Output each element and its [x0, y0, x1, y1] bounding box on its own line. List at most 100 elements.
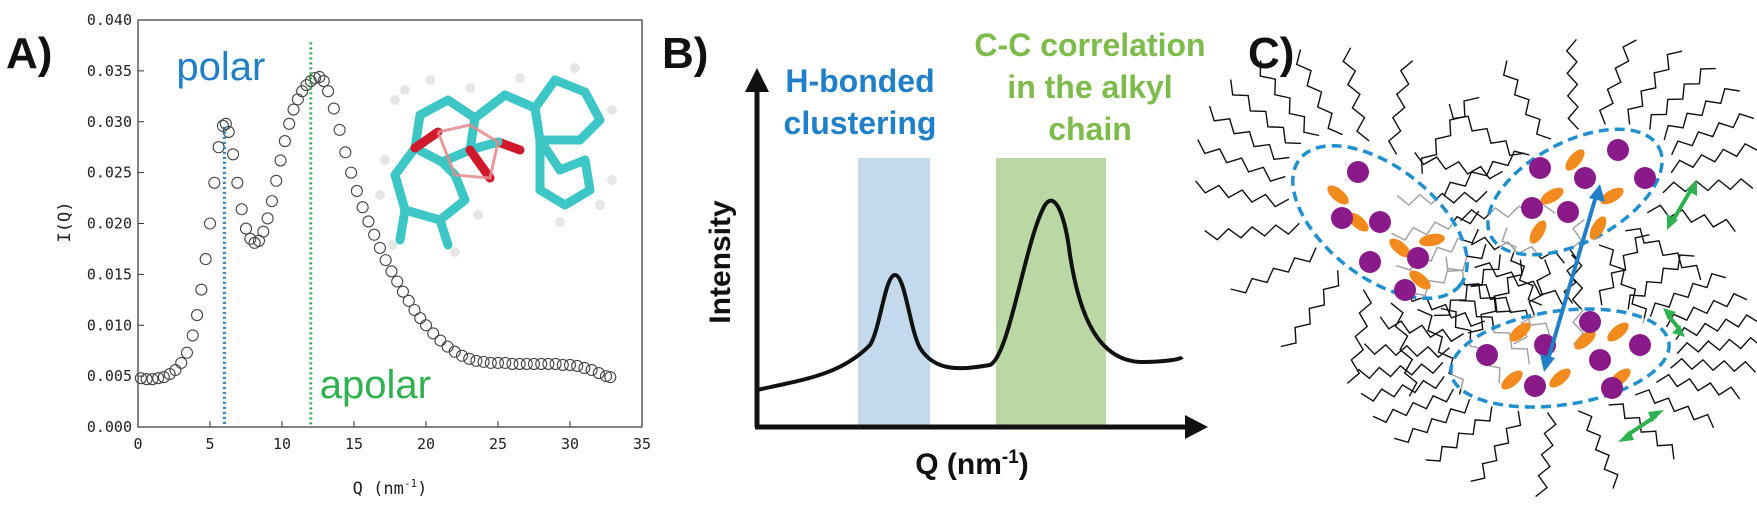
data-point [278, 135, 291, 148]
data-point [212, 141, 225, 154]
data-point [391, 275, 404, 288]
data-point [261, 212, 274, 225]
data-point [146, 373, 159, 386]
alkyl-chain [1346, 289, 1373, 384]
alkyl-chain [1414, 151, 1504, 180]
data-point [244, 232, 257, 245]
data-point [402, 294, 415, 307]
data-point [333, 123, 346, 136]
x-tick-label: 30 [561, 435, 579, 453]
alkyl-chain [1565, 38, 1580, 130]
data-point [549, 357, 562, 370]
band-c-c-correlation [996, 158, 1106, 427]
data-point [585, 363, 598, 377]
alkyl-chain [1598, 234, 1650, 306]
alkyl-chain [1448, 103, 1525, 157]
alkyl-chain [1663, 87, 1740, 141]
alkyl-chain [1656, 373, 1741, 400]
alkyl-chain [1670, 142, 1757, 174]
data-point [368, 228, 381, 241]
data-point [257, 225, 270, 238]
data-point [542, 357, 555, 370]
data-point [199, 253, 212, 266]
data-point [274, 154, 287, 167]
data-point [563, 358, 577, 371]
data-point [317, 75, 330, 88]
data-point [235, 203, 248, 216]
alkyl-chain [1646, 204, 1736, 233]
data-point [556, 358, 569, 371]
alkyl-chain [1627, 254, 1695, 310]
data-point [477, 355, 490, 368]
data-point [157, 371, 170, 384]
alkyl-chain [1665, 292, 1748, 328]
x-tick-label: 15 [345, 435, 363, 453]
chain-length-arrows [1618, 180, 1697, 442]
chart-a-y-ticks: 0.000 0.005 0.010 0.015 0.020 0.025 0.030 0.035… [87, 11, 144, 436]
molecule-inset-image [375, 63, 617, 257]
y-tick-label: 0.005 [87, 367, 132, 385]
data-point [313, 70, 326, 84]
data-point [186, 329, 199, 342]
data-point [373, 241, 386, 254]
chart-a-x-axis-title: Q (nm-1) [353, 477, 428, 499]
data-point [470, 354, 483, 367]
data-point [396, 285, 410, 298]
x-tick-label: 0 [133, 435, 142, 453]
data-point [226, 148, 240, 161]
data-point [322, 85, 335, 98]
chart-b-x-axis-title: Q (nm-1) [915, 447, 1029, 481]
alkyl-chain [1577, 410, 1619, 489]
chart-a-x-axis-title-main: Q (nm [353, 479, 404, 499]
alkyl-chain [1280, 270, 1340, 348]
panel-b-label: B) [662, 29, 708, 78]
panel-a-label: A) [6, 29, 52, 78]
alkyl-chain [1675, 314, 1757, 341]
data-point [190, 309, 204, 322]
data-point [362, 215, 375, 228]
data-point [291, 93, 304, 106]
data-point [513, 357, 526, 370]
chart-b-y-axis-title: Intensity [704, 200, 737, 324]
band-h-bonded [858, 158, 930, 427]
data-point [520, 357, 533, 370]
data-point [134, 372, 147, 385]
chart-a-y-axis-title: I(Q) [55, 202, 75, 243]
data-point [578, 361, 591, 375]
data-point [434, 334, 447, 347]
alkyl-chain [1535, 412, 1557, 498]
alkyl-chain [1259, 60, 1320, 137]
data-point [414, 312, 427, 325]
data-point [506, 357, 519, 370]
cluster-bottom [1449, 307, 1671, 409]
data-point [499, 356, 512, 369]
x-tick-label: 5 [205, 435, 214, 453]
data-point [195, 283, 208, 296]
data-point [385, 265, 398, 278]
polar-annotation: polar [176, 45, 265, 89]
chart-b-x-axis-title-end: ) [1019, 448, 1029, 481]
cluster-left [1291, 143, 1469, 301]
data-point [203, 217, 217, 230]
alkyl-chain [1208, 105, 1290, 161]
data-point [427, 327, 440, 340]
data-point [379, 254, 392, 267]
data-point [300, 79, 313, 92]
alkyl-chain [1195, 180, 1290, 208]
data-point [463, 352, 476, 365]
y-tick-label: 0.015 [87, 265, 132, 283]
data-point [239, 222, 253, 235]
alkyl-chain [1357, 361, 1444, 380]
data-point [140, 373, 153, 386]
data-point [339, 146, 352, 159]
alkyl-chain [1420, 96, 1480, 174]
h-bonded-label-line-1: H-bonded [785, 63, 934, 99]
alkyl-chain [1387, 60, 1414, 155]
alkyl-chain [1204, 222, 1300, 241]
c-c-label-line-2: in the alkyl [1007, 69, 1172, 105]
chart-b-x-axis-title-sup: -1 [1002, 447, 1019, 468]
panel-c-label: C) [1248, 29, 1294, 78]
alkyl-chain [1379, 316, 1464, 343]
alkyl-chain [1598, 39, 1637, 125]
